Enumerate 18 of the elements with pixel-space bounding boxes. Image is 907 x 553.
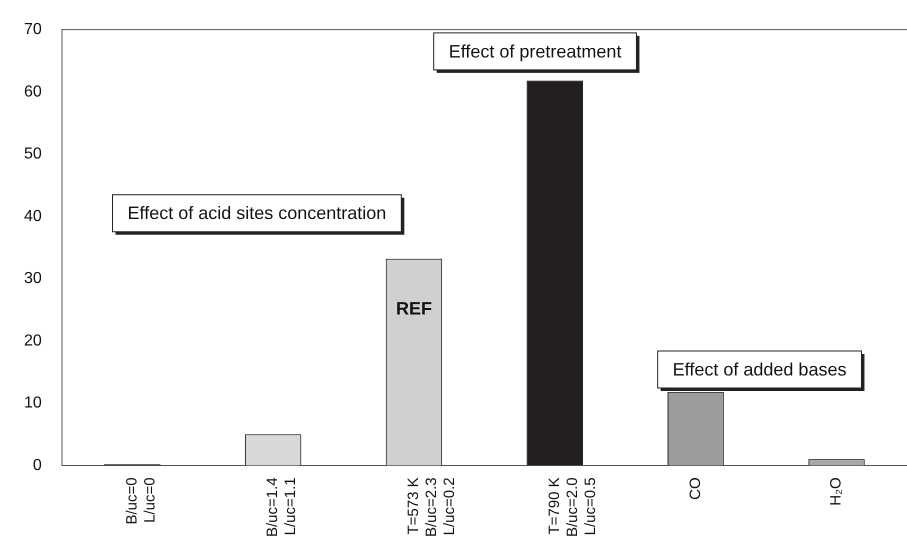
annotation: Effect of acid sites concentration xyxy=(128,203,386,224)
x-tick-label: T=573 K B/uc=2.3 L/uc=0.2 xyxy=(405,477,458,538)
y-tick-label: 20 xyxy=(24,332,42,350)
x-tick-label: CO xyxy=(686,477,704,500)
y-tick-label: 30 xyxy=(24,270,42,288)
x-tick-label: H₂O xyxy=(828,477,845,506)
y-tick-label: 60 xyxy=(24,83,42,100)
y-tick-label: 0 xyxy=(32,456,42,474)
y-tick-label: 70 xyxy=(24,21,42,38)
y-tick-label: 50 xyxy=(24,146,42,163)
x-tick-label: B/uc=1.4 L/uc=1.1 xyxy=(264,477,300,538)
y-tick-label: 40 xyxy=(24,208,42,225)
annotation: Effect of added bases xyxy=(672,359,846,380)
annotation: REF xyxy=(396,298,432,319)
x-tick-label: B/uc=0 L/uc=0 xyxy=(123,477,158,524)
annotation: Effect of pretreatment xyxy=(448,41,622,62)
y-tick-label: 10 xyxy=(24,394,42,412)
x-tick-label: T=790 K B/uc=2.0 L/uc=0.5 xyxy=(546,477,599,538)
